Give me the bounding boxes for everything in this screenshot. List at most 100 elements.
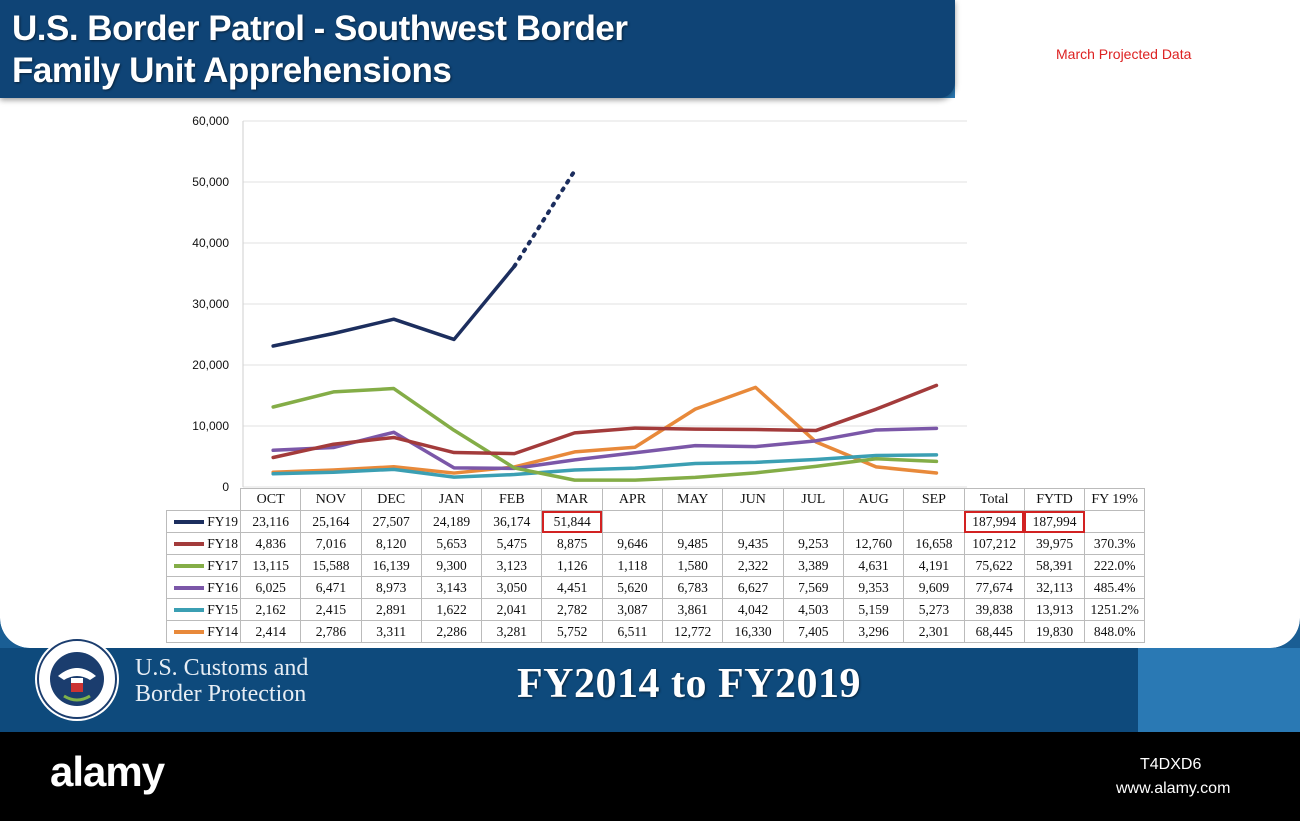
title-line-1: U.S. Border Patrol - Southwest Border xyxy=(12,9,628,48)
table-cell: 58,391 xyxy=(1023,554,1086,577)
table-cell: 2,162 xyxy=(239,598,302,621)
table-cell: 5,159 xyxy=(842,598,905,621)
series-line-fy17 xyxy=(271,386,939,482)
table-cell: 9,253 xyxy=(782,532,844,555)
table-cell: 1,580 xyxy=(662,554,724,577)
table-cell: 13,115 xyxy=(239,554,302,577)
table-cell: 2,286 xyxy=(420,620,483,643)
series-line-fy19 xyxy=(271,264,517,348)
table-cell: 75,622 xyxy=(963,554,1025,577)
note-panel xyxy=(955,0,1300,98)
table-cell: 6,783 xyxy=(662,576,724,599)
table-cell: 5,620 xyxy=(601,576,664,599)
table-cell: 27,507 xyxy=(360,510,422,533)
legend-swatch xyxy=(174,608,205,613)
table-cell: 2,322 xyxy=(722,554,784,577)
column-header: MAR xyxy=(541,488,603,511)
table-cell: 2,414 xyxy=(239,620,302,643)
y-axis-ticks: 0 10,000 20,000 30,000 40,000 50,000 60,000 xyxy=(192,114,229,494)
y-tick-label: 20,000 xyxy=(192,358,229,372)
table-row: FY19 23,116 25,164 27,507 24,189 36,174 51,844… xyxy=(166,510,1146,533)
image-id: T4DXD6 xyxy=(1140,756,1202,773)
table-cell: 16,139 xyxy=(360,554,422,577)
table-cell: 4,503 xyxy=(782,598,844,621)
row-label: FY16 xyxy=(166,576,241,599)
table-cell: 187,994 xyxy=(963,510,1025,533)
series-name: FY19 xyxy=(207,513,238,529)
column-header: JUN xyxy=(722,488,784,511)
column-header: SEP xyxy=(903,488,965,511)
table-row: FY16 6,025 6,471 8,973 3,143 3,050 4,451 5,620 6… xyxy=(166,576,1146,599)
data-table: OCT NOV DEC JAN FEB MAR APR MAY JUN JUL AUG SEP Tota… xyxy=(166,488,1146,643)
legend-swatch xyxy=(174,630,205,635)
projected-note: March Projected Data xyxy=(1056,46,1192,62)
table-cell: 4,836 xyxy=(239,532,302,555)
table-cell: 9,485 xyxy=(662,532,724,555)
agency-line-1: U.S. Customs and xyxy=(135,655,309,681)
series-line-fy16 xyxy=(271,426,939,471)
table-cell: 77,674 xyxy=(963,576,1025,599)
y-tick-label: 40,000 xyxy=(192,236,229,250)
y-tick-label: 50,000 xyxy=(192,175,229,189)
table-cell xyxy=(903,510,965,533)
table-cell xyxy=(722,510,784,533)
series-line-fy15 xyxy=(271,453,939,479)
table-cell: 12,772 xyxy=(662,620,724,643)
series-line-fy19-projected xyxy=(512,168,577,269)
table-cell: 5,653 xyxy=(420,532,483,555)
table-cell: 107,212 xyxy=(963,532,1025,555)
table-cell xyxy=(782,510,844,533)
table-cell: 3,311 xyxy=(360,620,422,643)
table-row: FY17 13,115 15,588 16,139 9,300 3,123 1,126 1,1… xyxy=(166,554,1146,577)
table-cell: 4,042 xyxy=(722,598,784,621)
table-cell: 187,994 xyxy=(1023,510,1086,533)
table-cell: 19,830 xyxy=(1023,620,1086,643)
y-tick-label: 60,000 xyxy=(192,114,229,128)
series-line-fy18 xyxy=(271,383,939,460)
table-cell: 25,164 xyxy=(300,510,362,533)
table-cell: 6,511 xyxy=(601,620,664,643)
table-cell: 6,627 xyxy=(722,576,784,599)
table-cell: 8,120 xyxy=(360,532,422,555)
table-cell: 3,281 xyxy=(481,620,543,643)
table-cell xyxy=(842,510,905,533)
table-corner xyxy=(167,489,241,511)
legend-swatch xyxy=(174,520,205,525)
column-header: OCT xyxy=(239,488,302,511)
table-cell: 2,891 xyxy=(360,598,422,621)
table-cell: 1251.2% xyxy=(1084,598,1146,621)
table-cell: 3,296 xyxy=(842,620,905,643)
column-header: MAY xyxy=(662,488,724,511)
table-cell: 51,844 xyxy=(541,510,603,533)
table-cell: 32,113 xyxy=(1023,576,1086,599)
footer-inner xyxy=(0,648,1138,732)
table-cell: 2,041 xyxy=(481,598,543,621)
table-cell: 5,475 xyxy=(481,532,543,555)
table-cell: 2,301 xyxy=(903,620,965,643)
table-cell: 3,050 xyxy=(481,576,543,599)
table-cell: 39,838 xyxy=(963,598,1025,621)
alamy-logo: alamy xyxy=(50,748,165,795)
y-tick-label: 0 xyxy=(222,480,229,494)
column-header: NOV xyxy=(300,488,362,511)
agency-name: U.S. Customs and Border Protection xyxy=(135,655,308,707)
table-cell: 3,861 xyxy=(662,598,724,621)
table-cell: 1,118 xyxy=(601,554,664,577)
table-row: FY14 2,414 2,786 3,311 2,286 3,281 5,752 6,511 1… xyxy=(166,620,1146,643)
column-header: Total xyxy=(963,488,1025,511)
table-cell: 3,389 xyxy=(782,554,844,577)
table-cell: 68,445 xyxy=(963,620,1025,643)
series-name: FY14 xyxy=(207,623,238,639)
table-cell: 7,016 xyxy=(300,532,362,555)
table-cell: 15,588 xyxy=(300,554,362,577)
table-cell: 16,658 xyxy=(903,532,965,555)
table-cell: 23,116 xyxy=(239,510,302,533)
table-cell: 8,973 xyxy=(360,576,422,599)
table-cell: 4,631 xyxy=(842,554,905,577)
series-line-fy14 xyxy=(271,385,939,475)
column-header: APR xyxy=(601,488,664,511)
table-cell: 222.0% xyxy=(1084,554,1146,577)
table-cell: 24,189 xyxy=(420,510,483,533)
table-cell: 2,786 xyxy=(300,620,362,643)
table-cell: 36,174 xyxy=(481,510,543,533)
